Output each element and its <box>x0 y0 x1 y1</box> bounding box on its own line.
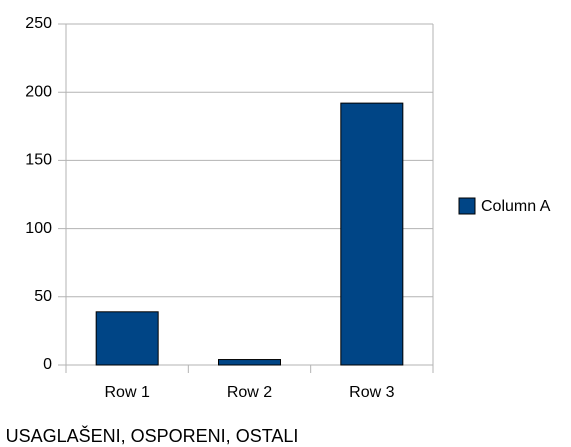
x-tick-label: Row 1 <box>104 384 149 401</box>
bar <box>95 311 159 366</box>
y-tick-label: 200 <box>25 83 52 100</box>
legend-label: Column A <box>481 198 551 215</box>
y-tick-label: 100 <box>25 220 52 237</box>
y-tick-label: 0 <box>43 356 52 373</box>
y-tick-label: 50 <box>34 288 52 305</box>
y-tick-label: 250 <box>25 15 52 32</box>
y-tick-label: 150 <box>25 152 52 169</box>
bar <box>218 359 281 366</box>
x-axis-title: USAGLAŠENI, OSPORENI, OSTALI <box>6 425 299 446</box>
bar <box>340 102 404 366</box>
legend-swatch <box>458 197 476 215</box>
x-tick-label: Row 2 <box>227 384 272 401</box>
x-tick-label: Row 3 <box>349 384 394 401</box>
